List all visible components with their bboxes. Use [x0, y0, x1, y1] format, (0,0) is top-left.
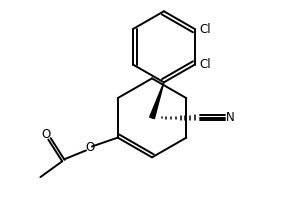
Text: N: N [226, 111, 235, 124]
Polygon shape [150, 82, 164, 119]
Text: O: O [85, 141, 95, 154]
Text: Cl: Cl [200, 22, 211, 35]
Text: Cl: Cl [200, 58, 211, 71]
Text: O: O [42, 128, 51, 141]
